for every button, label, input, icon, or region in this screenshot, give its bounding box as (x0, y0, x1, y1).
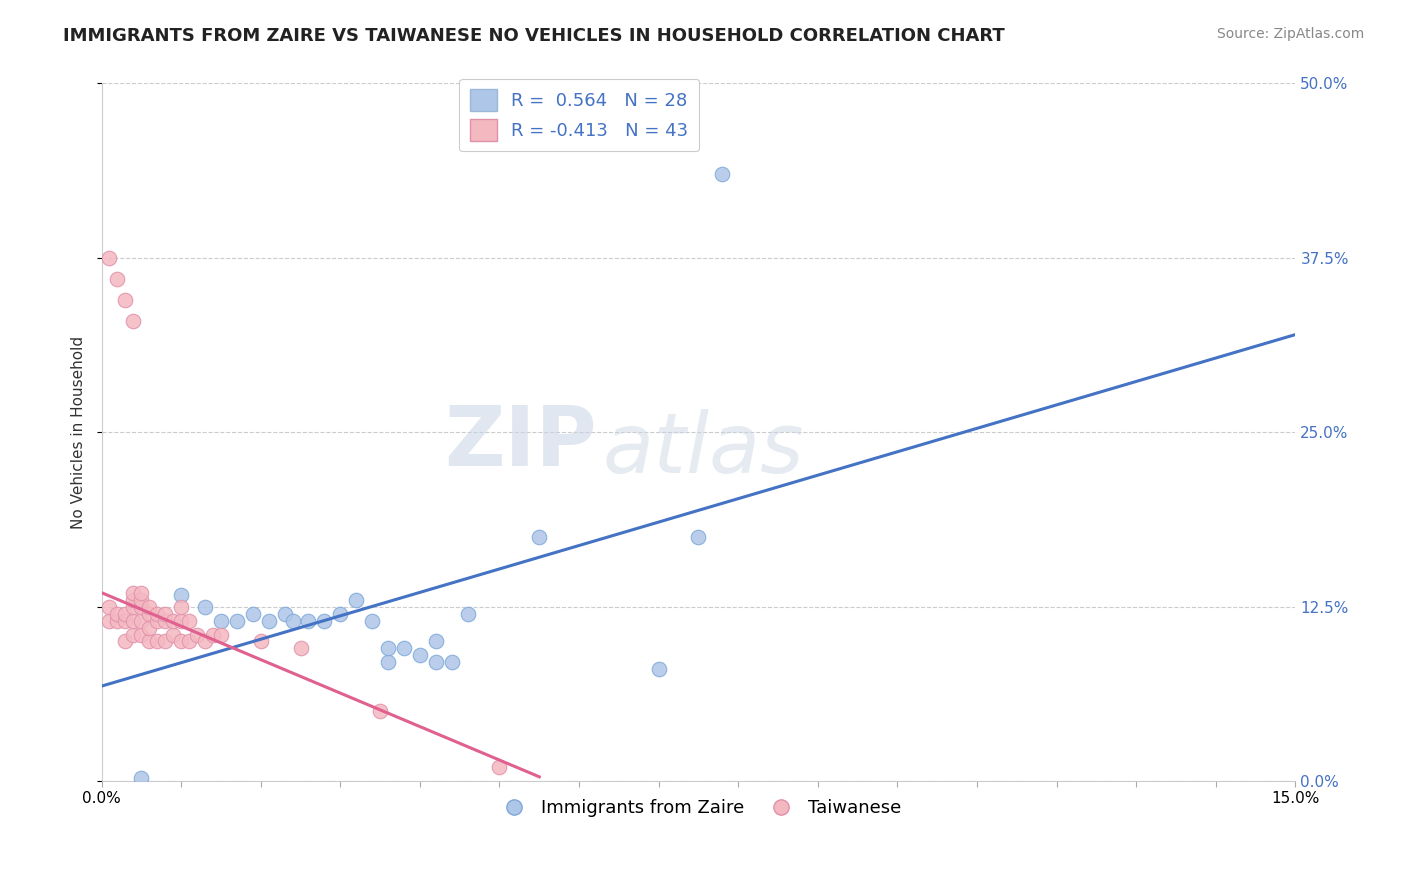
Point (131, 614, 153, 628)
Point (131, 585, 153, 599)
Text: Source: ZipAtlas.com: Source: ZipAtlas.com (1216, 27, 1364, 41)
Point (146, 607, 169, 621)
Point (146, 614, 169, 628)
Point (170, 614, 193, 628)
Point (131, 599, 153, 614)
Text: atlas: atlas (603, 409, 804, 491)
Point (107, 614, 129, 628)
Point (440, 656, 463, 670)
Point (122, 592, 145, 607)
Point (98, 251, 121, 265)
Point (201, 627, 224, 641)
Point (138, 607, 160, 621)
Point (146, 634, 169, 648)
Point (344, 592, 367, 607)
Point (107, 607, 129, 621)
Point (688, 530, 710, 544)
Point (647, 662, 669, 676)
Point (425, 656, 447, 670)
Point (98, 614, 121, 628)
Point (329, 607, 352, 621)
Point (107, 272, 129, 286)
Point (209, 627, 232, 641)
Point (131, 592, 153, 607)
Point (457, 607, 479, 621)
Point (249, 634, 271, 648)
Text: ZIP: ZIP (444, 402, 598, 483)
Point (194, 599, 217, 614)
Point (273, 607, 295, 621)
Point (488, 760, 510, 774)
Point (409, 648, 432, 663)
Point (122, 599, 145, 614)
Point (170, 589, 193, 603)
Point (711, 167, 734, 181)
Text: IMMIGRANTS FROM ZAIRE VS TAIWANESE NO VEHICLES IN HOUSEHOLD CORRELATION CHART: IMMIGRANTS FROM ZAIRE VS TAIWANESE NO VE… (63, 27, 1005, 45)
Point (225, 614, 247, 628)
Point (114, 634, 136, 648)
Point (361, 614, 384, 628)
Point (392, 641, 415, 656)
Point (138, 634, 160, 648)
Point (170, 599, 193, 614)
Point (162, 614, 184, 628)
Point (242, 607, 264, 621)
Point (122, 585, 145, 599)
Point (290, 641, 312, 656)
Point (297, 614, 319, 628)
Point (529, 530, 551, 544)
Point (131, 627, 153, 641)
Point (122, 627, 145, 641)
Point (377, 641, 399, 656)
Point (177, 634, 200, 648)
Point (314, 614, 336, 628)
Point (425, 634, 447, 648)
Point (122, 614, 145, 628)
Point (153, 607, 176, 621)
Point (153, 634, 176, 648)
Point (368, 704, 391, 718)
Y-axis label: No Vehicles in Household: No Vehicles in Household (72, 335, 86, 529)
Legend: Immigrants from Zaire, Taiwanese: Immigrants from Zaire, Taiwanese (489, 792, 908, 824)
Point (186, 627, 208, 641)
Point (98, 599, 121, 614)
Point (138, 599, 160, 614)
Point (114, 614, 136, 628)
Point (114, 293, 136, 307)
Point (170, 634, 193, 648)
Point (177, 614, 200, 628)
Point (257, 614, 280, 628)
Point (114, 607, 136, 621)
Point (122, 313, 145, 327)
Point (281, 614, 304, 628)
Point (138, 621, 160, 635)
Point (131, 771, 153, 785)
Point (209, 614, 232, 628)
Point (162, 627, 184, 641)
Point (194, 634, 217, 648)
Point (153, 614, 176, 628)
Point (377, 656, 399, 670)
